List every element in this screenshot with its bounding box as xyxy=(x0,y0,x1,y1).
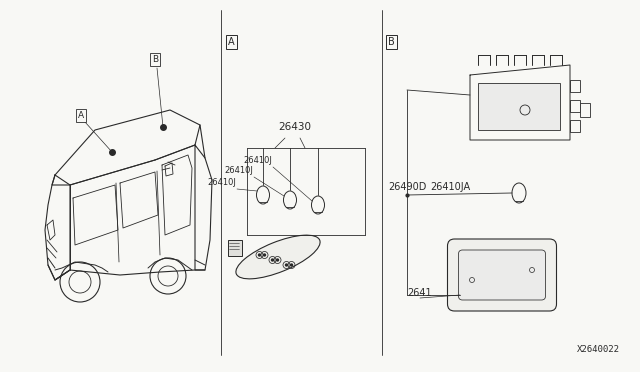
FancyBboxPatch shape xyxy=(447,239,557,311)
FancyBboxPatch shape xyxy=(458,250,545,300)
Ellipse shape xyxy=(236,235,320,279)
Text: 2641: 2641 xyxy=(407,288,431,298)
Text: 26410J: 26410J xyxy=(243,156,272,165)
Text: A: A xyxy=(78,111,84,120)
Text: 26410J: 26410J xyxy=(207,178,236,187)
Text: 26410JA: 26410JA xyxy=(430,182,470,192)
Circle shape xyxy=(271,259,273,261)
Bar xyxy=(570,80,580,92)
Circle shape xyxy=(291,264,292,266)
Bar xyxy=(228,240,242,256)
Text: B: B xyxy=(152,55,158,64)
Circle shape xyxy=(259,254,260,256)
Bar xyxy=(570,100,580,112)
Text: X2640022: X2640022 xyxy=(577,345,620,354)
Text: 26490D: 26490D xyxy=(388,182,426,192)
Bar xyxy=(580,103,590,117)
Text: A: A xyxy=(228,37,235,47)
Text: 26430: 26430 xyxy=(278,122,312,132)
Circle shape xyxy=(285,264,287,266)
Text: B: B xyxy=(388,37,395,47)
Circle shape xyxy=(276,259,278,261)
Bar xyxy=(570,120,580,132)
Text: 26410J: 26410J xyxy=(224,166,253,175)
Circle shape xyxy=(264,254,266,256)
Bar xyxy=(478,83,560,130)
